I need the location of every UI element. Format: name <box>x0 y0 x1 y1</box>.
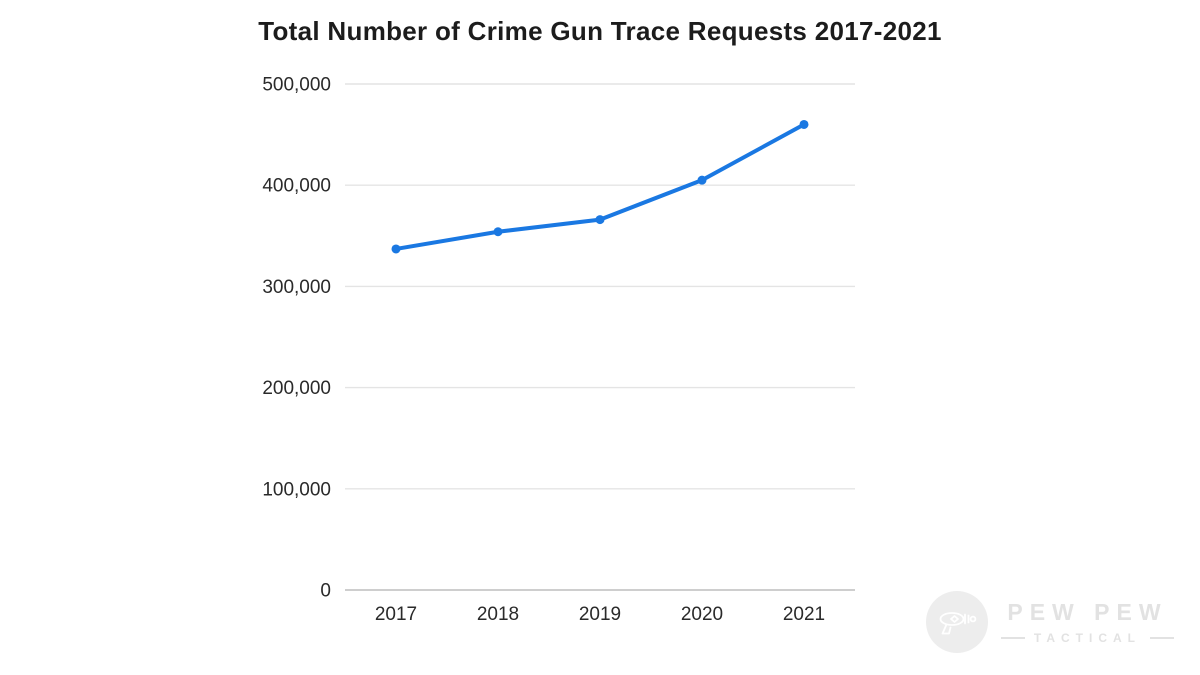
data-point <box>595 215 605 225</box>
x-tick-label: 2021 <box>783 604 825 625</box>
ray-gun-icon <box>939 612 977 635</box>
dash-line-right <box>1150 637 1174 639</box>
x-tick-label: 2020 <box>681 604 723 625</box>
x-tick-label: 2018 <box>477 604 519 625</box>
logo-brand-name: PEW PEW <box>1007 599 1168 625</box>
data-point <box>391 244 401 254</box>
data-point <box>697 175 707 185</box>
x-tick-label: 2017 <box>375 604 417 625</box>
y-tick-label: 500,000 <box>262 75 331 96</box>
chart-title: Total Number of Crime Gun Trace Requests… <box>258 16 942 46</box>
logo-text: PEW PEW TACTICAL <box>1000 599 1174 645</box>
dash-line-left <box>1000 637 1025 639</box>
logo-tagline-row: TACTICAL <box>1000 631 1174 645</box>
y-tick-label: 100,000 <box>262 479 331 500</box>
trend-line <box>394 122 806 251</box>
logo-brand-sub: TACTICAL <box>1033 631 1141 645</box>
data-point <box>799 119 809 129</box>
pewpew-tactical-logo: PEW PEW TACTICAL <box>925 591 1174 653</box>
logo-badge <box>925 591 988 653</box>
y-tick-label: 0 <box>320 581 331 602</box>
y-tick-label: 300,000 <box>262 277 331 298</box>
y-tick-label: 400,000 <box>262 176 331 197</box>
x-tick-label: 2019 <box>579 604 621 625</box>
data-point <box>493 227 503 237</box>
y-tick-label: 200,000 <box>262 378 331 399</box>
